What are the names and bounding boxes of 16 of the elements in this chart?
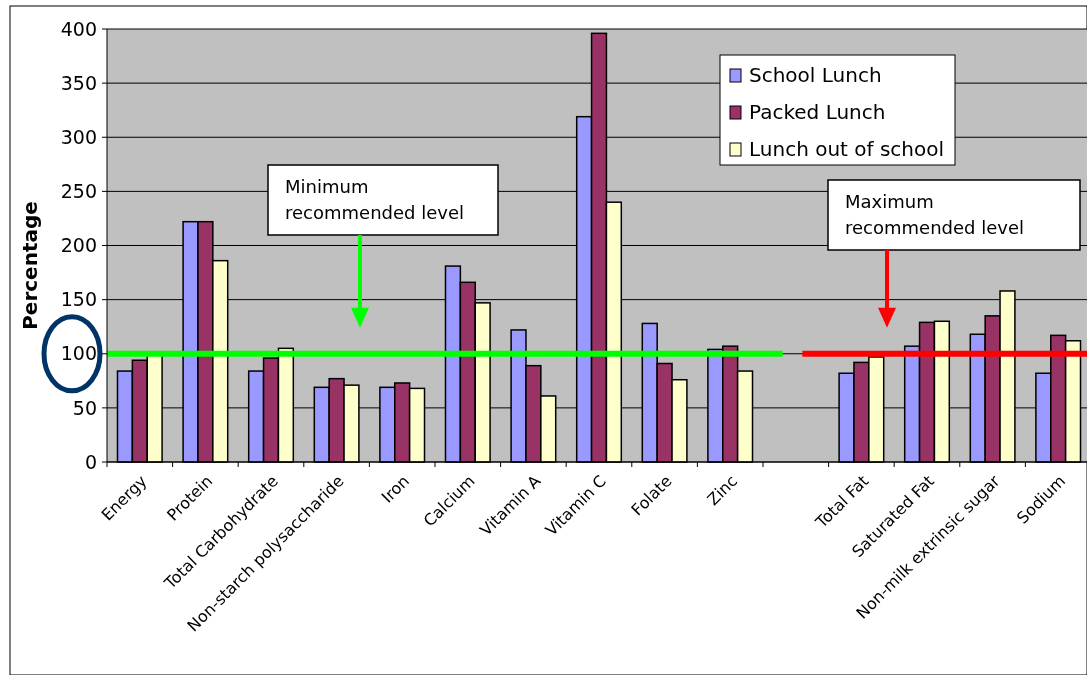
- y-tick-label: 350: [60, 71, 97, 94]
- y-tick-label: 0: [84, 450, 97, 473]
- y-tick-label: 150: [60, 288, 97, 311]
- legend-label: Packed Lunch: [749, 100, 886, 124]
- y-tick-label: 250: [60, 180, 97, 203]
- y-tick-label: 100: [60, 342, 97, 365]
- legend-label: School Lunch: [749, 63, 882, 87]
- y-tick-label: 200: [60, 234, 97, 257]
- y-axis-title: Percentage: [18, 201, 42, 330]
- legend-label: Lunch out of school: [749, 137, 945, 161]
- x-tick-label: Iron: [377, 471, 414, 507]
- y-tick-label: 400: [60, 17, 97, 40]
- annotation: Maximum recommended level: [845, 191, 1024, 238]
- y-tick-label: 50: [72, 396, 97, 419]
- y-tick-label: 300: [60, 125, 97, 148]
- annotation: Minimum recommended level: [285, 176, 464, 223]
